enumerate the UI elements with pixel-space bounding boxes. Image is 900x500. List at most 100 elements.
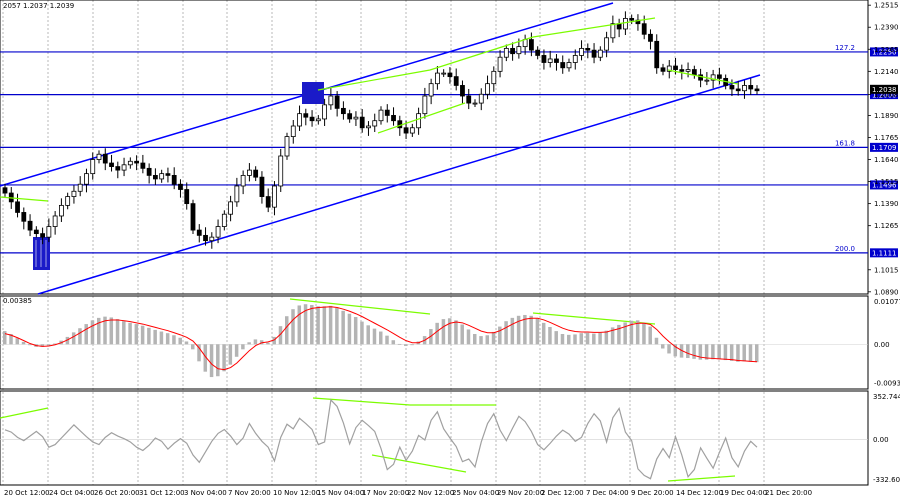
div-osc1-1 <box>289 298 431 315</box>
osc1-bar <box>103 316 107 345</box>
div-osc2-5 <box>667 475 736 482</box>
candle-body <box>284 136 290 157</box>
candle-body <box>140 162 146 169</box>
osc1-bar <box>134 324 139 345</box>
osc1-bar <box>610 327 615 345</box>
candle-body <box>240 175 246 187</box>
candle-body <box>717 74 722 79</box>
oscillator1-panel-frame <box>0 295 869 390</box>
markers <box>33 82 324 270</box>
candle-body <box>397 120 403 129</box>
osc1-bar <box>567 334 571 345</box>
osc1-bar <box>485 335 490 345</box>
osc1-bar <box>78 328 82 345</box>
osc1-bar <box>548 326 552 345</box>
candle-body <box>597 49 603 58</box>
candle-body <box>178 183 183 190</box>
candle-body <box>33 229 39 235</box>
div-osc2-4 <box>371 454 467 473</box>
candle-body <box>428 83 434 97</box>
osc1-bar <box>65 336 70 345</box>
osc2-tick-label: 352.7446 <box>873 393 900 401</box>
osc1-bar <box>554 331 558 345</box>
osc1-tick-label: 0.01077 <box>874 298 900 306</box>
osc1-bar <box>372 328 377 345</box>
candle-body <box>59 204 64 217</box>
level-tag <box>870 180 898 190</box>
level-value: 1.1496 <box>872 182 897 190</box>
candle-body <box>666 65 672 72</box>
candle-body <box>503 47 509 58</box>
candle-body <box>278 155 284 187</box>
candle-body <box>96 153 102 160</box>
candle-body <box>372 120 378 127</box>
osc1-bar <box>266 342 270 345</box>
osc1-bar <box>635 320 640 345</box>
price-tick-label: 1.1015 <box>874 266 899 274</box>
candle-body <box>184 189 190 205</box>
candle-body <box>347 113 353 120</box>
candle-body <box>591 49 597 58</box>
osc2-tick-label: -332.6073 <box>873 476 900 484</box>
candle-body <box>691 69 697 76</box>
candle-body <box>685 69 691 72</box>
candle-body <box>71 190 77 197</box>
fib-label: 127.2 <box>835 44 855 52</box>
osc1-bar <box>191 344 195 350</box>
time-label: 19 Dec 04:00 <box>720 489 767 497</box>
level-value: 1.1709 <box>872 144 897 152</box>
osc1-bar <box>723 344 728 361</box>
osc1-bar <box>297 305 302 345</box>
time-label: 17 Nov 20:00 <box>362 489 409 497</box>
time-label: 21 Dec 20:00 <box>765 489 812 497</box>
candle-body <box>535 49 541 56</box>
candle-body <box>529 39 534 51</box>
osc1-bar <box>397 343 402 345</box>
osc1-bar <box>541 322 546 345</box>
candle-body <box>115 166 121 171</box>
price-axis: 1.2515 1.2390 1.2265 1.2140 1.2008 1.1890 1.17… <box>868 2 899 296</box>
osc1-bar <box>435 322 439 345</box>
osc1-bar <box>328 305 333 345</box>
candle-body <box>554 58 559 63</box>
candle-body <box>265 196 271 208</box>
osc1-bar <box>46 344 51 346</box>
osc1-bar <box>341 310 345 345</box>
candle-body <box>272 185 277 208</box>
level-value: 1.2250 <box>872 49 897 57</box>
osc1-bar <box>667 344 671 354</box>
osc1-bar <box>642 322 646 345</box>
candle-body <box>165 173 171 176</box>
osc1-bar <box>15 338 20 345</box>
candle-body <box>403 127 409 134</box>
osc1-bar <box>729 344 734 361</box>
time-label: 24 Oct 04:00 <box>49 489 95 497</box>
div-osc2-2 <box>312 397 411 406</box>
osc1-bar <box>447 318 452 345</box>
osc1-bar <box>316 306 320 345</box>
candle-body <box>629 18 635 21</box>
candle-body <box>21 212 27 222</box>
osc1-bar <box>654 337 659 345</box>
candle-body <box>159 173 165 180</box>
osc1-bar <box>360 321 364 345</box>
candle-body <box>641 23 647 35</box>
candle-body <box>729 85 735 90</box>
candle-body <box>466 95 472 104</box>
osc1-bar <box>491 331 496 345</box>
osc1-bar <box>466 329 471 345</box>
candle-body <box>547 58 553 63</box>
osc1-bar <box>623 322 627 345</box>
div-price-4 <box>429 36 534 71</box>
candle-body <box>378 109 384 122</box>
time-axis: 20 Oct 12:00 24 Oct 04:00 26 Oct 20:00 31 O… <box>4 489 812 497</box>
osc1-bar <box>228 344 233 365</box>
osc1-bar <box>629 320 634 345</box>
candle-body <box>259 176 265 197</box>
time-label: 7 Dec 04:00 <box>586 489 629 497</box>
osc1-bar <box>153 329 157 345</box>
osc1-bar <box>648 326 652 345</box>
price-tick-label: 1.1265 <box>874 222 899 230</box>
osc1-bar <box>441 319 446 345</box>
price-tick-label: 1.1640 <box>874 156 899 164</box>
